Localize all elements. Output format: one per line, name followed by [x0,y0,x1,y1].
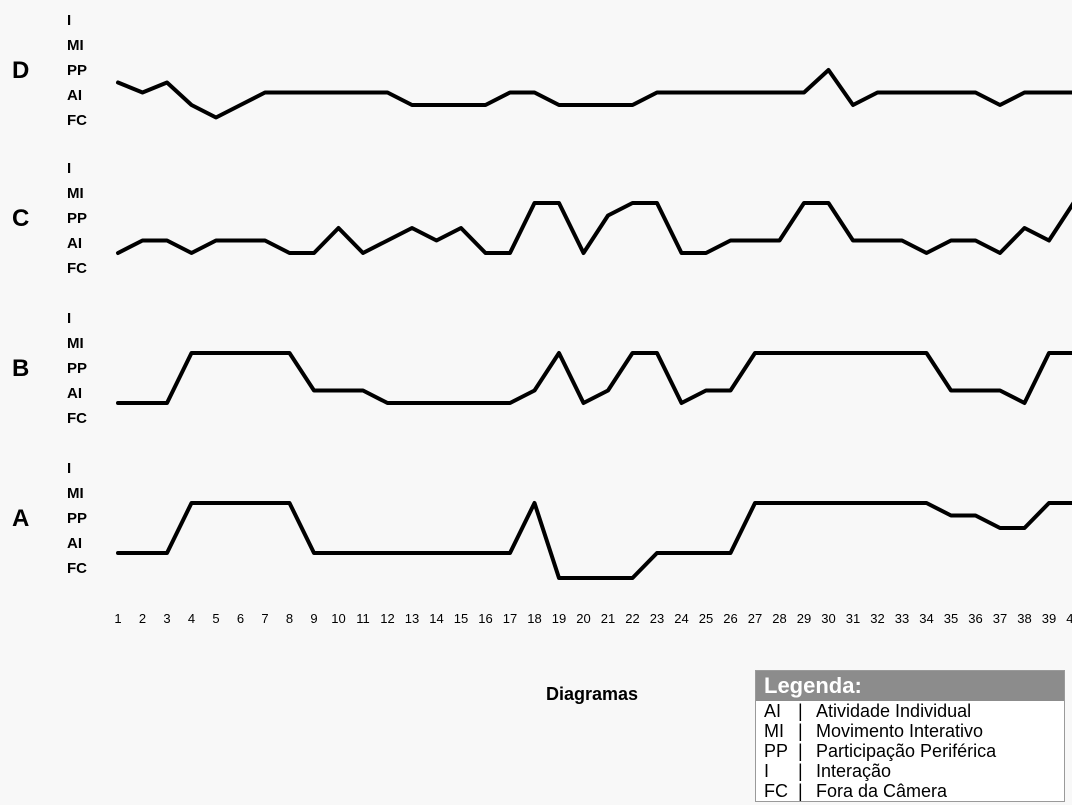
legend-abbr: FC [764,781,788,801]
legend-abbr: MI [764,721,784,741]
legend-separator: | [798,761,803,781]
panel-label: D [12,57,29,84]
series-line-c [116,201,1072,255]
x-tick-label: 30 [821,611,835,626]
x-tick-label: 3 [163,611,170,626]
panel-b: I MI PP AI FC B [12,310,1072,427]
level-label: FC [67,560,87,577]
legend-item: I | Interação [756,761,1064,781]
panel-c: I MI PP AI FC C [12,160,1072,277]
x-tick-label: 37 [993,611,1007,626]
level-label: PP [67,510,87,527]
panel-label: C [12,205,29,232]
level-label: PP [67,210,87,227]
level-label: AI [67,235,82,252]
x-tick-label: 17 [503,611,517,626]
x-tick-label: 38 [1017,611,1031,626]
legend-description: Interação [816,761,892,781]
x-axis-label: Diagramas [546,684,638,704]
legend-separator: | [798,721,803,741]
x-tick-label: 36 [968,611,982,626]
x-tick-label: 25 [699,611,713,626]
level-label: FC [67,410,87,427]
x-tick-label: 6 [237,611,244,626]
x-tick-label: 1 [114,611,121,626]
level-label: I [67,12,71,29]
legend-description: Participação Periférica [816,741,997,761]
legend-item: MI | Movimento Interativo [756,721,1064,741]
legend-description: Atividade Individual [816,701,972,721]
x-tick-label: 31 [846,611,860,626]
legend-abbr: PP [764,741,789,761]
series-line-d [116,68,1072,120]
x-tick-label: 35 [944,611,958,626]
level-label: MI [67,485,84,502]
legend-item: FC | Fora da Câmera [756,781,1064,801]
x-tick-label: 40 [1066,611,1072,626]
x-tick-label: 20 [576,611,590,626]
level-label: FC [67,260,87,277]
x-tick-label: 23 [650,611,664,626]
level-label: FC [67,112,87,129]
x-tick-label: 32 [870,611,884,626]
x-tick-label: 24 [674,611,688,626]
x-tick-label: 26 [723,611,737,626]
level-label: AI [67,87,82,104]
panel-label: A [12,505,29,532]
x-tick-label: 7 [261,611,268,626]
x-tick-label: 28 [772,611,786,626]
x-tick-label: 33 [895,611,909,626]
panel-label: B [12,355,29,382]
x-tick-label: 16 [478,611,492,626]
x-tick-label: 39 [1042,611,1056,626]
level-label: I [67,460,71,477]
legend-separator: | [798,701,803,721]
x-tick-label: 19 [552,611,566,626]
x-tick-label: 4 [188,611,195,626]
x-tick-label: 2 [139,611,146,626]
x-tick-label: 12 [380,611,394,626]
series-line-a [116,501,1072,580]
x-tick-label: 5 [212,611,219,626]
x-tick-label: 9 [310,611,317,626]
x-tick-label: 13 [405,611,419,626]
x-tick-label: 14 [429,611,443,626]
legend-description: Movimento Interativo [816,721,984,741]
legend: Legenda: AI | Atividade Individual MI | … [755,670,1065,802]
x-tick-label: 21 [601,611,615,626]
level-label: MI [67,37,84,54]
level-label: I [67,310,71,327]
level-label: PP [67,360,87,377]
x-tick-label: 8 [286,611,293,626]
legend-abbr: AI [764,701,782,721]
x-tick-label: 15 [454,611,468,626]
level-label: AI [67,535,82,552]
x-tick-label: 18 [527,611,541,626]
x-tick-label: 10 [331,611,345,626]
legend-separator: | [798,741,803,761]
level-label: PP [67,62,87,79]
x-tick-label: 34 [919,611,933,626]
legend-title: Legenda: [756,671,1064,701]
legend-item: AI | Atividade Individual [756,701,1064,721]
legend-item: PP | Participação Periférica [756,741,1064,761]
panel-d: I MI PP AI FC D [12,12,1072,129]
x-tick-label: 29 [797,611,811,626]
x-tick-label: 27 [748,611,762,626]
level-label: MI [67,185,84,202]
legend-separator: | [798,781,803,801]
series-line-b [116,351,1072,405]
level-label: AI [67,385,82,402]
level-label: MI [67,335,84,352]
x-tick-label: 11 [356,611,370,626]
level-label: I [67,160,71,177]
legend-description: Fora da Câmera [816,781,948,801]
x-tick-label: 22 [625,611,639,626]
legend-abbr: I [764,761,770,781]
panel-a: I MI PP AI FC A [12,460,1072,580]
